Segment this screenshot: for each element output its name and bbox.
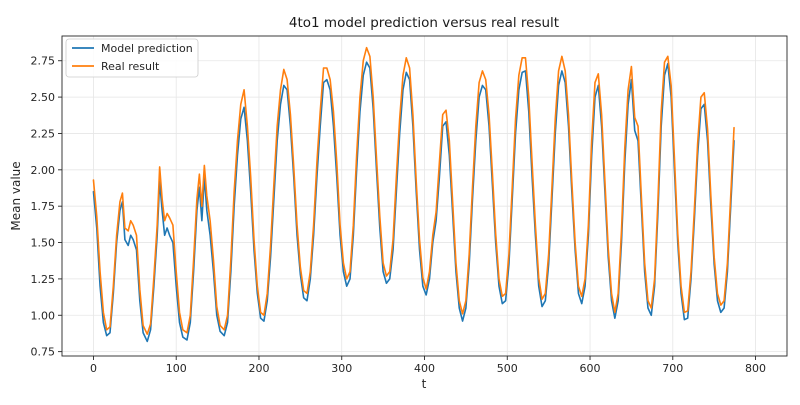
x-tick-label: 600 <box>580 362 601 375</box>
y-tick-label: 1.00 <box>31 309 56 322</box>
chart-title: 4to1 model prediction versus real result <box>289 15 559 31</box>
x-tick-label: 700 <box>662 362 683 375</box>
legend-box <box>65 38 199 78</box>
grid-lines <box>62 36 787 356</box>
y-tick-label: 1.50 <box>31 237 56 250</box>
y-tick-label: 2.75 <box>31 55 56 68</box>
x-tick-label: 200 <box>248 362 269 375</box>
y-tick-label: 1.75 <box>31 200 56 213</box>
legend-label-real-result: Real result <box>101 60 160 73</box>
x-tick-label: 0 <box>90 362 97 375</box>
x-tick-label: 500 <box>497 362 518 375</box>
x-axis-ticks: 0 100 200 300 400 500 600 700 800 <box>90 356 766 375</box>
x-axis-title: t <box>422 377 427 391</box>
series-line-real-result <box>92 46 735 335</box>
y-tick-label: 2.00 <box>31 164 56 177</box>
x-tick-label: 800 <box>745 362 766 375</box>
x-tick-label: 400 <box>414 362 435 375</box>
series-lines <box>92 46 735 343</box>
legend-label-model-prediction: Model prediction <box>101 42 193 55</box>
y-tick-label: 2.25 <box>31 127 56 140</box>
x-tick-label: 300 <box>331 362 352 375</box>
y-axis-ticks: 0.75 1.00 1.25 1.50 1.75 2.00 2.25 2.50 2.75 <box>31 55 62 359</box>
y-axis-title: Mean value <box>9 161 23 230</box>
y-tick-label: 0.75 <box>31 346 56 359</box>
y-tick-label: 2.50 <box>31 91 56 104</box>
x-tick-label: 100 <box>166 362 187 375</box>
y-tick-label: 1.25 <box>31 273 56 286</box>
legend: Model prediction Real result <box>65 38 199 78</box>
